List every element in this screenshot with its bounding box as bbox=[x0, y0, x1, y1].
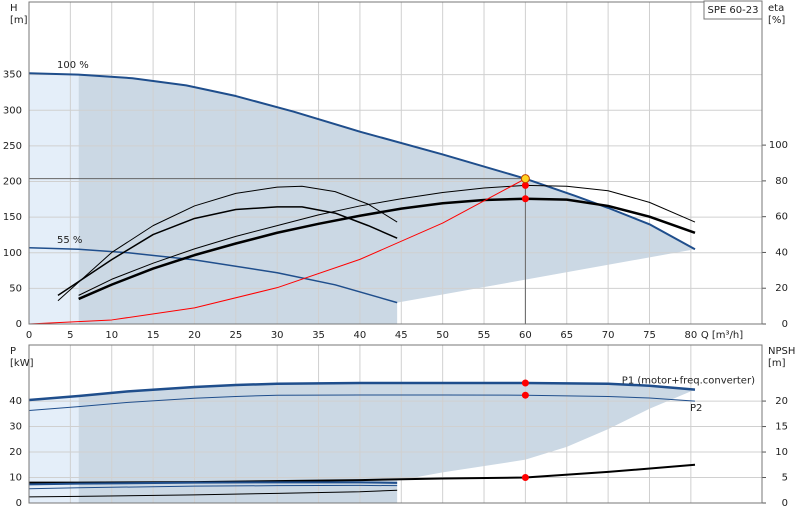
x-tick-label: 20 bbox=[188, 330, 201, 341]
y-tick-label: 50 bbox=[9, 283, 22, 294]
curve bbox=[28, 394, 696, 411]
y-axis-unit: [kW] bbox=[10, 358, 34, 369]
y2-tick-label: 10 bbox=[775, 447, 788, 458]
x-tick-label: 60 bbox=[519, 330, 532, 341]
operating-range bbox=[78, 382, 695, 503]
x-tick-label: 80 bbox=[684, 330, 697, 341]
y2-axis-label: NPSH bbox=[768, 346, 795, 357]
curve-label: P1 (motor+freq.converter) bbox=[622, 376, 755, 387]
y-axis-label: H bbox=[10, 3, 18, 14]
y-tick-label: 40 bbox=[9, 396, 22, 407]
curve bbox=[28, 489, 398, 498]
curve-label: 55 % bbox=[57, 235, 82, 246]
plot-frame bbox=[28, 1, 763, 325]
x-tick-label: 35 bbox=[312, 330, 325, 341]
x-tick-label: 65 bbox=[560, 330, 573, 341]
x-tick-label: 70 bbox=[602, 330, 615, 341]
x-tick-label: 0 bbox=[26, 330, 32, 341]
y2-axis-unit: [%] bbox=[768, 15, 785, 26]
x-tick-label: 5 bbox=[67, 330, 73, 341]
y-tick-label: 150 bbox=[3, 212, 22, 223]
y-tick-label: 0 bbox=[16, 498, 22, 509]
curve bbox=[28, 247, 398, 304]
y2-tick-label: 0 bbox=[782, 319, 788, 330]
y-axis-label: P bbox=[10, 346, 16, 357]
y2-axis-unit: [m] bbox=[768, 358, 786, 369]
x-tick-label: 30 bbox=[271, 330, 284, 341]
operating-point bbox=[521, 181, 529, 189]
y2-tick-label: 100 bbox=[769, 140, 788, 151]
y-axis-unit: [m] bbox=[10, 15, 28, 26]
curve bbox=[28, 481, 398, 486]
y2-tick-label: 20 bbox=[775, 283, 788, 294]
curve bbox=[28, 178, 526, 325]
x-tick-label: 10 bbox=[105, 330, 118, 341]
y-tick-label: 200 bbox=[3, 177, 22, 188]
y-tick-label: 0 bbox=[16, 319, 22, 330]
operating-range bbox=[29, 395, 79, 503]
curve bbox=[28, 484, 398, 490]
chart-title: SPE 60-23 bbox=[708, 5, 759, 16]
y2-tick-label: 80 bbox=[775, 176, 788, 187]
y2-tick-label: 0 bbox=[782, 498, 788, 509]
x-tick-label: 15 bbox=[147, 330, 160, 341]
curve bbox=[28, 381, 696, 402]
curve bbox=[57, 185, 398, 302]
y2-axis-label: eta bbox=[768, 3, 784, 14]
y-tick-label: 20 bbox=[9, 447, 22, 458]
curve bbox=[78, 184, 696, 296]
duty-point bbox=[520, 174, 530, 184]
title-box bbox=[703, 0, 763, 20]
y2-tick-label: 20 bbox=[775, 396, 788, 407]
y2-tick-label: 60 bbox=[775, 212, 788, 223]
x-axis-label: Q [m³/h] bbox=[701, 330, 743, 341]
y-tick-label: 250 bbox=[3, 141, 22, 152]
x-tick-label: 45 bbox=[395, 330, 408, 341]
y-tick-label: 300 bbox=[3, 105, 22, 116]
y-tick-label: 30 bbox=[9, 422, 22, 433]
operating-point bbox=[521, 195, 529, 203]
curve bbox=[57, 206, 398, 297]
operating-range bbox=[78, 74, 695, 324]
curve bbox=[28, 72, 696, 251]
x-tick-label: 50 bbox=[436, 330, 449, 341]
operating-point bbox=[521, 379, 529, 387]
y-tick-label: 10 bbox=[9, 473, 22, 484]
operating-range bbox=[29, 73, 79, 324]
x-tick-label: 75 bbox=[643, 330, 656, 341]
operating-point bbox=[521, 474, 529, 482]
operating-point bbox=[521, 391, 529, 399]
curve-label: P2 bbox=[690, 403, 702, 414]
x-tick-label: 25 bbox=[229, 330, 242, 341]
plot-frame bbox=[28, 344, 763, 504]
x-tick-label: 55 bbox=[478, 330, 491, 341]
y2-tick-label: 5 bbox=[782, 473, 788, 484]
y-tick-label: 100 bbox=[3, 248, 22, 259]
y2-tick-label: 40 bbox=[775, 247, 788, 258]
y2-tick-label: 15 bbox=[775, 422, 788, 433]
y-tick-label: 350 bbox=[3, 70, 22, 81]
x-tick-label: 40 bbox=[354, 330, 367, 341]
curve-label: 100 % bbox=[57, 60, 89, 71]
